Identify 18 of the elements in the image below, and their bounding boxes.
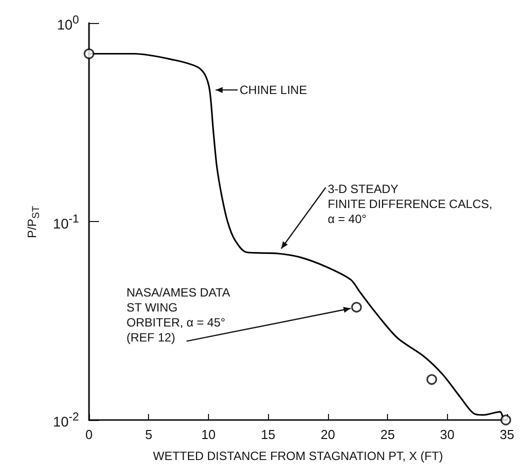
annotation: 3-D STEADY FINITE DIFFERENCE CALCS, α = 40° — [328, 182, 492, 226]
x-tick-label: 10 — [201, 427, 216, 442]
x-tick-label: 25 — [380, 427, 395, 442]
y-tick-label: 10$^{0}$ — [56, 14, 79, 32]
annotation: CHINE LINE — [240, 82, 307, 97]
y-tick-label: 10$^{-1}$ — [53, 212, 79, 231]
x-tick-label: 0 — [85, 427, 93, 442]
point — [351, 302, 362, 313]
x-axis-title: WETTED DISTANCE FROM STAGNATION PT, X (FT) — [153, 449, 443, 463]
x-tick-label: 20 — [320, 427, 336, 442]
x-tick-label: 30 — [440, 427, 455, 442]
y-tick-label: 10$^{-2}$ — [53, 410, 79, 430]
point — [84, 48, 94, 60]
x-tick-label: 35 — [500, 427, 514, 442]
x-tick-label: 15 — [260, 427, 276, 442]
x-tick-label: 5 — [145, 427, 152, 442]
point — [426, 374, 438, 385]
annotation: NASA/AMES DATA ST WING ORBITER, α = 45° (REF 12) — [126, 286, 230, 345]
